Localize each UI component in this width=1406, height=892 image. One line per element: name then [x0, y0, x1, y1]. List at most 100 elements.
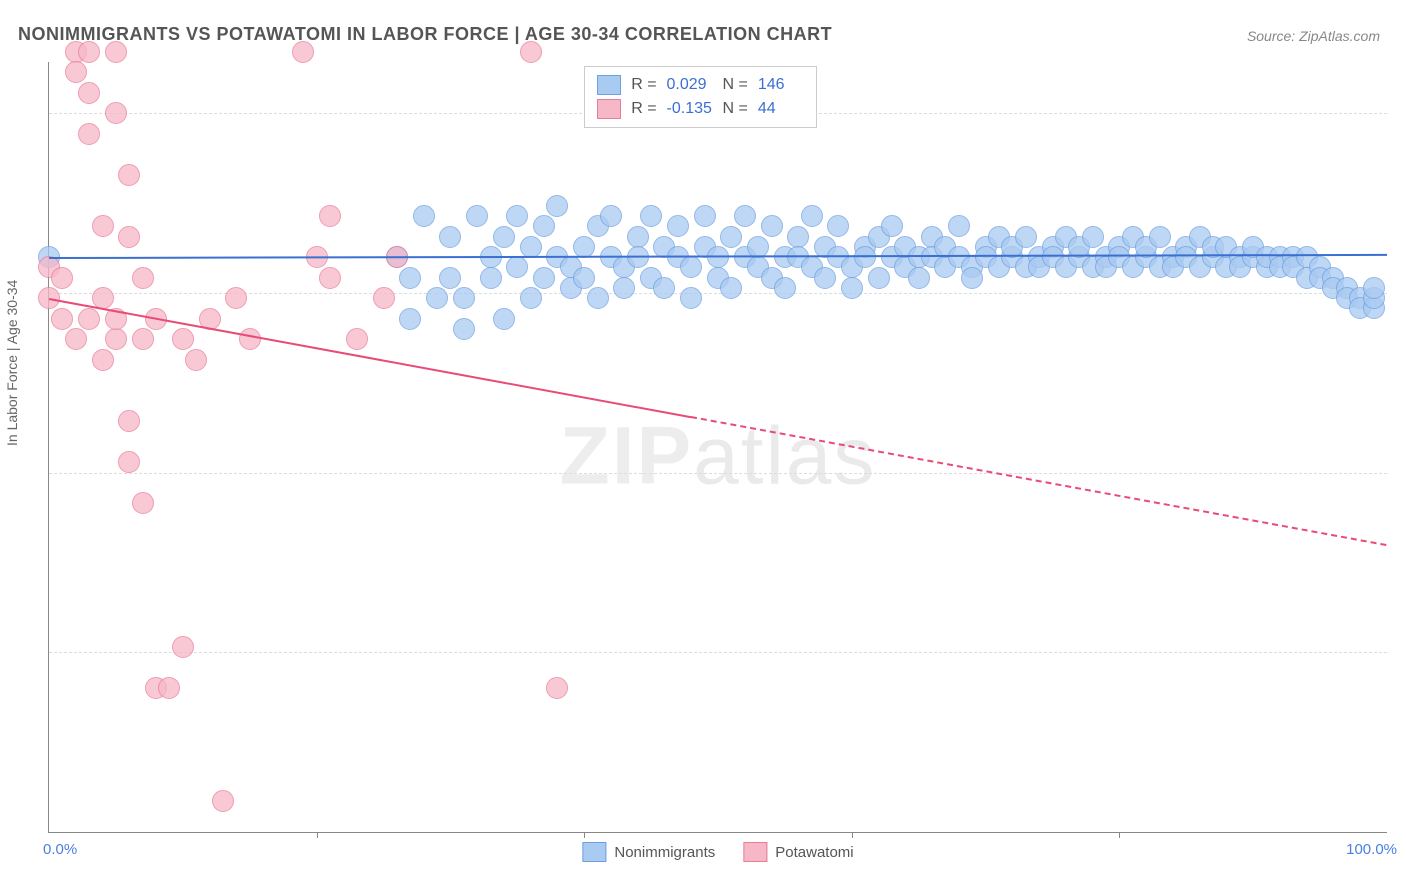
scatter-point-nonimmigrants — [1015, 226, 1037, 248]
scatter-point-nonimmigrants — [493, 226, 515, 248]
x-tick-mark — [852, 832, 853, 838]
scatter-point-potawatomi — [172, 328, 194, 350]
scatter-point-nonimmigrants — [439, 226, 461, 248]
stat-r-value: 0.029 — [667, 76, 713, 94]
scatter-point-nonimmigrants — [868, 267, 890, 289]
scatter-point-potawatomi — [373, 287, 395, 309]
scatter-point-nonimmigrants — [948, 215, 970, 237]
scatter-point-nonimmigrants — [600, 205, 622, 227]
scatter-point-nonimmigrants — [493, 308, 515, 330]
legend-item-nonimmigrants: Nonimmigrants — [582, 842, 715, 862]
scatter-point-nonimmigrants — [546, 195, 568, 217]
scatter-point-nonimmigrants — [453, 287, 475, 309]
stats-row-nonimmigrants: R =0.029N =146 — [597, 73, 804, 97]
scatter-point-nonimmigrants — [1363, 277, 1385, 299]
x-tick-mark — [317, 832, 318, 838]
scatter-point-potawatomi — [132, 328, 154, 350]
scatter-point-potawatomi — [546, 677, 568, 699]
scatter-point-potawatomi — [92, 349, 114, 371]
scatter-point-potawatomi — [51, 267, 73, 289]
scatter-point-nonimmigrants — [627, 226, 649, 248]
stat-n-label: N = — [723, 100, 748, 118]
scatter-point-nonimmigrants — [680, 287, 702, 309]
scatter-point-nonimmigrants — [506, 205, 528, 227]
scatter-point-nonimmigrants — [801, 205, 823, 227]
scatter-point-potawatomi — [105, 102, 127, 124]
scatter-point-potawatomi — [319, 267, 341, 289]
scatter-point-nonimmigrants — [881, 215, 903, 237]
y-tick-label: 100.0% — [1397, 105, 1406, 122]
scatter-point-nonimmigrants — [774, 277, 796, 299]
scatter-point-nonimmigrants — [961, 267, 983, 289]
scatter-point-nonimmigrants — [439, 267, 461, 289]
y-tick-label: 47.5% — [1397, 644, 1406, 661]
correlation-stats-box: R =0.029N =146R =-0.135N =44 — [584, 66, 817, 128]
scatter-point-nonimmigrants — [680, 256, 702, 278]
scatter-point-potawatomi — [78, 41, 100, 63]
plot-area: ZIPatlas 47.5%65.0%82.5%100.0%0.0%100.0%… — [48, 62, 1387, 833]
legend-bottom: Nonimmigrants Potawatomi — [582, 842, 853, 862]
scatter-point-nonimmigrants — [640, 205, 662, 227]
scatter-point-potawatomi — [132, 492, 154, 514]
x-tick-mark — [584, 832, 585, 838]
stat-r-label: R = — [631, 76, 656, 94]
legend-item-potawatomi: Potawatomi — [743, 842, 853, 862]
x-tick-label-right: 100.0% — [1346, 841, 1397, 858]
scatter-point-potawatomi — [118, 451, 140, 473]
scatter-point-nonimmigrants — [587, 287, 609, 309]
scatter-point-nonimmigrants — [573, 236, 595, 258]
scatter-point-potawatomi — [118, 226, 140, 248]
scatter-point-nonimmigrants — [399, 267, 421, 289]
scatter-point-nonimmigrants — [413, 205, 435, 227]
scatter-point-potawatomi — [105, 328, 127, 350]
stats-row-potawatomi: R =-0.135N =44 — [597, 97, 804, 121]
legend-swatch — [743, 842, 767, 862]
scatter-point-potawatomi — [118, 410, 140, 432]
scatter-point-nonimmigrants — [466, 205, 488, 227]
y-tick-label: 65.0% — [1397, 464, 1406, 481]
gridline-horizontal — [49, 652, 1387, 653]
scatter-point-nonimmigrants — [761, 215, 783, 237]
scatter-point-potawatomi — [239, 328, 261, 350]
scatter-point-nonimmigrants — [480, 267, 502, 289]
scatter-point-nonimmigrants — [908, 267, 930, 289]
scatter-point-potawatomi — [65, 328, 87, 350]
legend-swatch — [597, 99, 621, 119]
scatter-point-nonimmigrants — [667, 215, 689, 237]
scatter-point-potawatomi — [78, 82, 100, 104]
stat-n-value: 44 — [758, 100, 804, 118]
legend-swatch — [597, 75, 621, 95]
scatter-point-potawatomi — [132, 267, 154, 289]
scatter-point-nonimmigrants — [506, 256, 528, 278]
scatter-point-nonimmigrants — [841, 277, 863, 299]
legend-label: Nonimmigrants — [614, 844, 715, 861]
scatter-point-potawatomi — [212, 790, 234, 812]
scatter-point-potawatomi — [92, 215, 114, 237]
watermark-text: ZIPatlas — [560, 409, 877, 503]
scatter-point-potawatomi — [319, 205, 341, 227]
scatter-point-nonimmigrants — [573, 267, 595, 289]
scatter-point-nonimmigrants — [520, 236, 542, 258]
chart-title: NONIMMIGRANTS VS POTAWATOMI IN LABOR FOR… — [18, 24, 832, 45]
scatter-point-nonimmigrants — [734, 205, 756, 227]
trend-line — [49, 298, 692, 418]
scatter-point-nonimmigrants — [787, 226, 809, 248]
scatter-point-nonimmigrants — [694, 205, 716, 227]
scatter-point-nonimmigrants — [1082, 226, 1104, 248]
legend-swatch — [582, 842, 606, 862]
scatter-point-nonimmigrants — [653, 277, 675, 299]
gridline-horizontal — [49, 293, 1387, 294]
scatter-point-potawatomi — [520, 41, 542, 63]
gridline-horizontal — [49, 473, 1387, 474]
x-tick-label-left: 0.0% — [43, 841, 77, 858]
trend-line — [691, 416, 1387, 546]
stat-r-label: R = — [631, 100, 656, 118]
y-axis-label: In Labor Force | Age 30-34 — [4, 280, 20, 446]
scatter-point-nonimmigrants — [533, 215, 555, 237]
scatter-point-potawatomi — [51, 308, 73, 330]
x-tick-mark — [1119, 832, 1120, 838]
scatter-point-potawatomi — [225, 287, 247, 309]
scatter-point-nonimmigrants — [426, 287, 448, 309]
scatter-point-potawatomi — [172, 636, 194, 658]
y-tick-label: 82.5% — [1397, 285, 1406, 302]
